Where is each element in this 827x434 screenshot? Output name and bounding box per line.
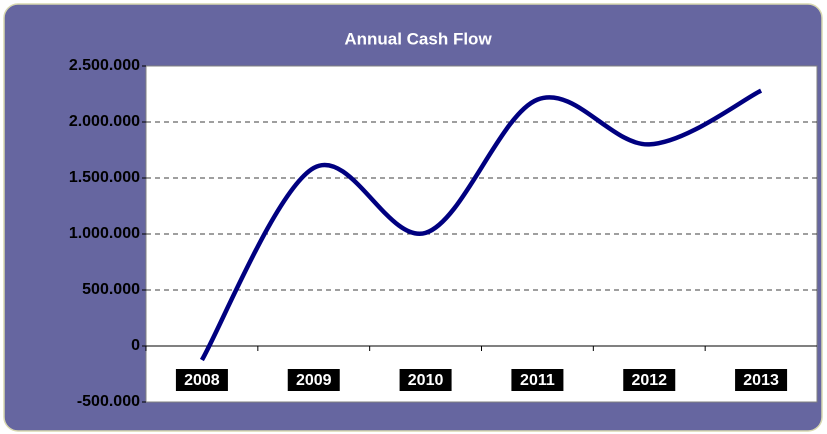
x-label-bg [623,369,676,391]
y-tick-label: -500.000 [77,393,140,410]
chart-title: Annual Cash Flow [344,29,492,48]
line-series [199,88,763,362]
x-label-bg [399,369,452,391]
x-tick-label: 2011 [520,372,555,389]
x-tick-label: 2009 [296,372,332,389]
x-tick-label: 2010 [408,372,444,389]
y-tick-label: 2.500.000 [69,57,140,74]
x-label-bg [287,369,340,391]
x-tick-label: 2013 [743,372,779,389]
y-tick-label: 1.000.000 [69,225,140,242]
x-label-bg [175,369,228,391]
x-tick-label: 2008 [184,372,220,389]
x-tick-label: 2012 [631,372,667,389]
x-label-bg [735,369,788,391]
y-tick-label: 2.000.000 [69,113,140,130]
y-tick-label: 500.000 [82,281,140,298]
y-tick-label: 1.500.000 [69,169,140,186]
x-label-bg [511,369,564,391]
y-tick-label: 0 [131,337,140,354]
